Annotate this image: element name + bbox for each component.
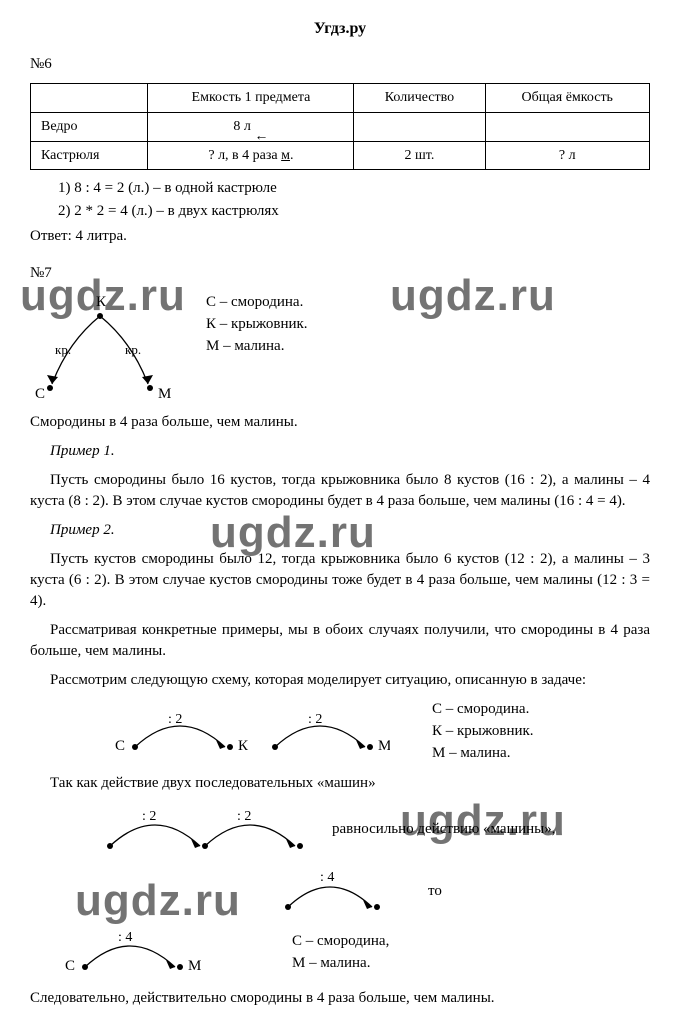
table-row: Кастрюля ? л, в 4 раза м. 2 шт. ? л (31, 141, 650, 170)
legend-line: М – малина. (206, 336, 308, 357)
arrow-chain-ck-km: С : 2 К : 2 М (110, 705, 390, 760)
machine-text: Так как действие двух последовательных «… (30, 773, 650, 794)
site-header: Угдз.ру (30, 18, 650, 40)
svg-text:: 2: : 2 (168, 712, 182, 727)
svg-text:М: М (378, 738, 390, 754)
svg-text:: 4: : 4 (118, 930, 132, 945)
svg-text:: 2: : 2 (308, 712, 322, 727)
tree-diagram-block: К кр. кр. С М С – смородина. К – крыжовн… (30, 292, 650, 402)
legend-text-3: С – смородина, М – малина. (292, 931, 389, 975)
legend-line: М – малина. (292, 953, 389, 974)
legend-text-2: С – смородина. К – крыжовник. М – малина… (432, 699, 534, 765)
table-cell (354, 112, 485, 141)
machine-diagram-2: : 2 : 2 равносильно действию «машины», (30, 802, 650, 857)
arrow-cm: С : 4 М (60, 925, 220, 980)
table-cell: ? л, в 4 раза м. (148, 141, 354, 170)
table-cell (485, 112, 650, 141)
legend-line: С – смородина, (292, 931, 389, 952)
example1-title: Пример 1. (30, 441, 650, 462)
equiv-text: равносильно действию «машины», (332, 819, 556, 840)
legend-line: С – смородина. (206, 292, 308, 313)
table-header-cell: Общая ёмкость (485, 84, 650, 113)
example2-title: Пример 2. (30, 520, 650, 541)
task6-number: №6 (30, 54, 650, 75)
task6-table: Емкость 1 предмета Количество Общая ёмко… (30, 83, 650, 170)
conclusion1: Рассматривая конкретные примеры, мы в об… (30, 620, 650, 662)
task6-step2: 2) 2 * 2 = 4 (л.) – в двух кастрюлях (30, 201, 650, 222)
table-header-cell: Количество (354, 84, 485, 113)
svg-text:К: К (238, 738, 249, 754)
legend-line: М – малина. (432, 743, 534, 764)
svg-text:К: К (96, 294, 107, 310)
table-cell: ? л (485, 141, 650, 170)
table-cell: Ведро (31, 112, 148, 141)
svg-text:С: С (35, 386, 45, 402)
tree-diagram: К кр. кр. С М (30, 292, 180, 402)
table-cell: Кастрюля (31, 141, 148, 170)
task7-number: №7 (30, 263, 650, 284)
task6-answer: Ответ: 4 литра. (30, 226, 650, 247)
svg-text:М: М (188, 958, 201, 974)
svg-text:кр.: кр. (55, 342, 71, 357)
machine-diagram-3: : 4 то (30, 865, 650, 917)
legend-line: К – крыжовник. (206, 314, 308, 335)
svg-text:: 4: : 4 (320, 870, 334, 885)
arrow-chain-double: : 2 : 2 (90, 802, 320, 857)
table-cell: 2 шт. (354, 141, 485, 170)
svg-text:кр.: кр. (125, 342, 141, 357)
conclusion2: Рассмотрим следующую схему, которая моде… (30, 670, 650, 691)
svg-text:С: С (65, 958, 75, 974)
svg-text:С: С (115, 738, 125, 754)
final-conclusion: Следовательно, действительно смородины в… (30, 988, 650, 1009)
svg-text:: 2: : 2 (237, 809, 251, 824)
then-text: то (428, 881, 442, 902)
legend-line: С – смородина. (432, 699, 534, 720)
example2-text: Пусть кустов смородины было 12, тогда кр… (30, 549, 650, 612)
legend-line: К – крыжовник. (432, 721, 534, 742)
table-header-cell (31, 84, 148, 113)
table-header-cell: Емкость 1 предмета (148, 84, 354, 113)
arrow-single-4: : 4 (270, 865, 400, 917)
svg-text:М: М (158, 386, 171, 402)
table-row: Емкость 1 предмета Количество Общая ёмко… (31, 84, 650, 113)
example1-text: Пусть смородины было 16 кустов, тогда кр… (30, 470, 650, 512)
machine-diagram-1: С : 2 К : 2 М С – смородина. К – крыжовн… (30, 699, 650, 765)
machine-diagram-4: С : 4 М С – смородина, М – малина. (30, 925, 650, 980)
task6-step1: 1) 8 : 4 = 2 (л.) – в одной кастрюле (30, 178, 650, 199)
table-cell: 8 л ← (148, 112, 354, 141)
statement: Смородины в 4 раза больше, чем малины. (30, 412, 650, 433)
table-row: Ведро 8 л ← (31, 112, 650, 141)
svg-text:: 2: : 2 (142, 809, 156, 824)
legend-text: С – смородина. К – крыжовник. М – малина… (206, 292, 308, 358)
